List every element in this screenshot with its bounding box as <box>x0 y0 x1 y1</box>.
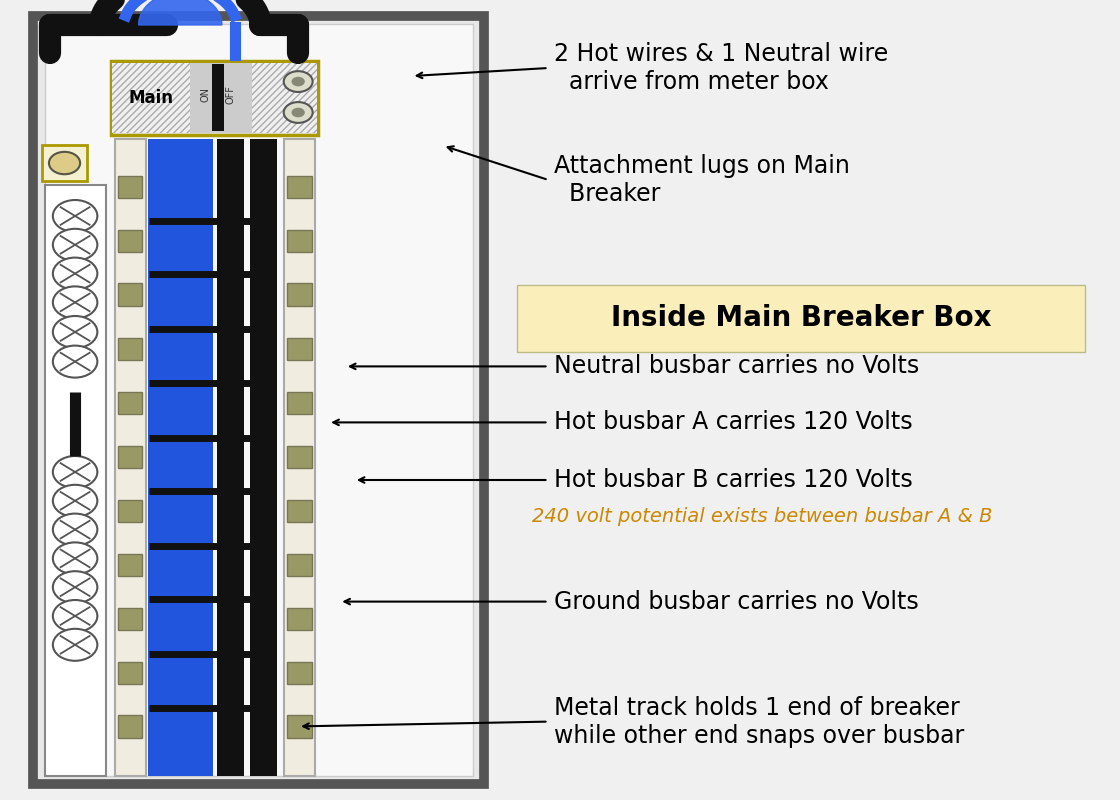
FancyBboxPatch shape <box>118 608 142 630</box>
FancyBboxPatch shape <box>45 24 473 776</box>
Text: Metal track holds 1 end of breaker
while other end snaps over busbar: Metal track holds 1 end of breaker while… <box>554 696 964 747</box>
FancyBboxPatch shape <box>45 185 105 776</box>
FancyBboxPatch shape <box>114 138 146 776</box>
Circle shape <box>53 485 97 517</box>
Circle shape <box>291 108 305 118</box>
FancyBboxPatch shape <box>118 176 142 198</box>
FancyBboxPatch shape <box>43 145 86 181</box>
FancyBboxPatch shape <box>287 500 311 522</box>
Circle shape <box>283 102 312 123</box>
Circle shape <box>53 346 97 378</box>
FancyBboxPatch shape <box>190 62 252 133</box>
FancyBboxPatch shape <box>517 285 1085 352</box>
FancyBboxPatch shape <box>118 283 142 306</box>
Circle shape <box>53 316 97 348</box>
FancyBboxPatch shape <box>287 608 311 630</box>
Text: Inside Main Breaker Box: Inside Main Breaker Box <box>610 305 991 333</box>
FancyBboxPatch shape <box>118 500 142 522</box>
Text: Hot busbar B carries 120 Volts: Hot busbar B carries 120 Volts <box>554 468 913 492</box>
FancyBboxPatch shape <box>287 176 311 198</box>
FancyBboxPatch shape <box>118 715 142 738</box>
FancyBboxPatch shape <box>148 138 213 776</box>
Circle shape <box>53 571 97 603</box>
FancyBboxPatch shape <box>118 554 142 576</box>
FancyBboxPatch shape <box>118 662 142 684</box>
Text: OFF: OFF <box>225 85 235 103</box>
FancyBboxPatch shape <box>34 16 484 784</box>
Text: Main: Main <box>128 89 174 106</box>
FancyBboxPatch shape <box>283 138 315 776</box>
FancyBboxPatch shape <box>287 446 311 468</box>
Polygon shape <box>139 0 222 25</box>
Circle shape <box>53 456 97 488</box>
FancyBboxPatch shape <box>252 62 317 133</box>
Circle shape <box>53 629 97 661</box>
FancyBboxPatch shape <box>212 64 224 131</box>
FancyBboxPatch shape <box>287 715 311 738</box>
Text: Attachment lugs on Main
  Breaker: Attachment lugs on Main Breaker <box>554 154 850 206</box>
FancyBboxPatch shape <box>251 138 277 776</box>
Circle shape <box>53 200 97 232</box>
Circle shape <box>53 229 97 261</box>
FancyBboxPatch shape <box>287 338 311 360</box>
Circle shape <box>53 286 97 318</box>
Text: Ground busbar carries no Volts: Ground busbar carries no Volts <box>554 590 918 614</box>
Circle shape <box>291 77 305 86</box>
Text: Neutral busbar carries no Volts: Neutral busbar carries no Volts <box>554 354 920 378</box>
FancyBboxPatch shape <box>287 392 311 414</box>
Circle shape <box>49 152 81 174</box>
FancyBboxPatch shape <box>217 138 244 776</box>
Text: 2 Hot wires & 1 Neutral wire
  arrive from meter box: 2 Hot wires & 1 Neutral wire arrive from… <box>554 42 888 94</box>
FancyBboxPatch shape <box>287 230 311 252</box>
Circle shape <box>283 71 312 92</box>
FancyBboxPatch shape <box>111 61 318 134</box>
FancyBboxPatch shape <box>118 392 142 414</box>
FancyBboxPatch shape <box>287 662 311 684</box>
Text: Hot busbar A carries 120 Volts: Hot busbar A carries 120 Volts <box>554 410 913 434</box>
Circle shape <box>53 514 97 546</box>
Text: ON: ON <box>200 86 211 102</box>
FancyBboxPatch shape <box>287 283 311 306</box>
Text: 240 volt potential exists between busbar A & B: 240 volt potential exists between busbar… <box>532 506 992 526</box>
FancyBboxPatch shape <box>118 338 142 360</box>
Circle shape <box>53 600 97 632</box>
Circle shape <box>53 542 97 574</box>
FancyBboxPatch shape <box>112 62 192 133</box>
FancyBboxPatch shape <box>118 230 142 252</box>
FancyBboxPatch shape <box>118 446 142 468</box>
Circle shape <box>53 258 97 290</box>
FancyBboxPatch shape <box>287 554 311 576</box>
